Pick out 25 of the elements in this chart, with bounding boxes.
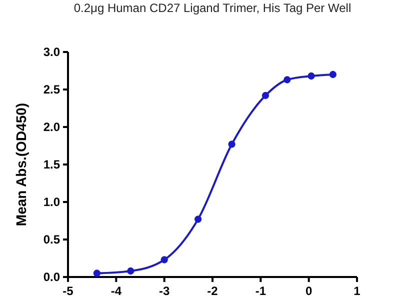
y-tick-label: 2.5	[43, 82, 60, 96]
point	[262, 92, 270, 100]
x-tick-label: -3	[158, 284, 170, 298]
point	[194, 216, 202, 223]
point	[127, 267, 134, 275]
point	[160, 256, 168, 264]
x-tick-label: -2	[207, 284, 218, 298]
point	[93, 270, 100, 277]
y-tick-label: 0.0	[43, 270, 60, 284]
x-tick-label: -4	[110, 284, 122, 298]
x-tick-label: 0	[305, 284, 312, 298]
y-tick-label: 3.0	[43, 45, 60, 59]
x-tick-label: 1	[354, 284, 361, 298]
x-tick-label: -5	[62, 284, 74, 298]
y-tick-label: 1.5	[43, 158, 60, 172]
y-tick-label: 1.0	[43, 195, 60, 209]
point	[308, 72, 315, 80]
y-tick-label: 0.5	[43, 232, 60, 246]
chart-title: 0.2μg Human CD27 Ligand Trimer, His Tag Per Well	[74, 1, 352, 15]
point	[329, 70, 336, 78]
point	[284, 76, 291, 84]
y-tick-label: 2.0	[43, 120, 60, 134]
point	[228, 140, 236, 148]
y-axis-title: Mean Abs.(OD450)	[13, 102, 29, 226]
x-tick-label: -1	[255, 284, 266, 298]
